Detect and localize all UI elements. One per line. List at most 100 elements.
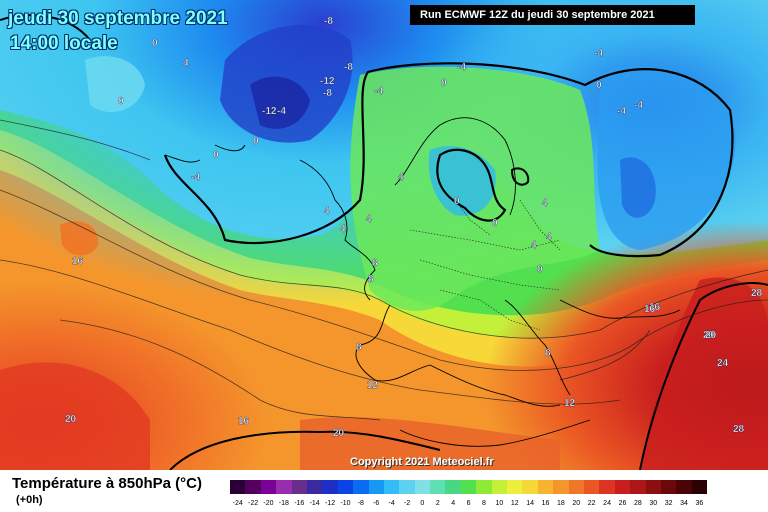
scale-tick: -24 [232, 500, 243, 507]
isotherm-label: 16 [238, 416, 250, 427]
scale-swatch [460, 480, 477, 494]
scale-swatch [445, 480, 461, 494]
isotherm-label: 8 [368, 274, 374, 285]
scale-swatch [553, 480, 569, 494]
isotherm-label: 4 [531, 240, 537, 251]
isotherm-label: -4 [277, 106, 286, 117]
isotherm-label: 0 [213, 150, 219, 161]
isotherm-label: 0 [152, 38, 158, 49]
scale-tick: 30 [649, 500, 658, 507]
isotherm-label: 8 [356, 342, 362, 353]
isotherm-label: 20 [705, 330, 717, 341]
isotherm-label: 4 [398, 172, 404, 183]
isotherm-label: -4 [374, 86, 383, 97]
scale-tick: 12 [510, 500, 519, 507]
scale-swatch [630, 480, 646, 494]
forecast-time: 14:00 locale [10, 33, 118, 54]
isotherm-label: -4 [191, 172, 200, 183]
isotherm-label: 12 [367, 380, 379, 391]
copyright: Copyright 2021 Meteociel.fr [350, 456, 494, 468]
isotherm-label: -12 [262, 106, 277, 117]
scale-swatch [537, 480, 554, 494]
scale-swatch [507, 480, 523, 494]
scale-swatch [260, 480, 277, 494]
isotherm-label: 24 [717, 358, 729, 369]
scale-tick: -12 [324, 500, 336, 507]
scale-tick: 18 [557, 500, 565, 507]
scale-tick: 4 [451, 500, 456, 507]
isotherm-label: 4 [324, 206, 330, 217]
forecast-date: jeudi 30 septembre 2021 [8, 8, 228, 29]
isotherm-label: -4 [594, 48, 603, 59]
scale-tick: 20 [572, 500, 581, 507]
scale-tick: -14 [309, 500, 320, 507]
isotherm-label: 20 [703, 330, 715, 341]
isotherm-label: 4 [546, 232, 552, 243]
scale-tick: 34 [680, 500, 688, 507]
scale-swatch [660, 480, 677, 494]
scale-swatch [522, 480, 538, 494]
scale-swatch [430, 480, 446, 494]
scale-tick: 16 [541, 500, 550, 507]
scale-tick: 26 [618, 500, 627, 507]
scale-swatch [276, 480, 292, 494]
isotherm-label: 8 [372, 258, 378, 269]
scale-tick: -2 [403, 500, 411, 507]
isotherm-label: 0 [492, 218, 498, 229]
legend-subtitle: (+0h) [16, 494, 43, 506]
scale-swatch [568, 480, 584, 494]
scale-swatch [676, 480, 692, 494]
scale-tick: 0 [420, 500, 425, 507]
scale-tick: 28 [633, 500, 642, 507]
isotherm-label: 20 [333, 428, 345, 439]
legend-title: Température à 850hPa (°C) [12, 475, 202, 492]
scale-tick: 2 [435, 500, 440, 507]
scale-tick: -10 [340, 500, 351, 507]
scale-tick: -16 [294, 500, 305, 507]
scale-tick: 32 [664, 500, 673, 507]
isotherm-label: 20 [65, 414, 77, 425]
scale-tick: 8 [481, 500, 486, 507]
isotherm-label: 8 [545, 348, 551, 359]
color-scale-ticks: -24 -22 -20 -18 -16 -14 -12 -10 -8 -6 -4 -2 0 2 4 6 8 10 1… [230, 500, 707, 510]
scale-tick: -6 [373, 500, 380, 507]
isotherm-label: -12 [320, 76, 335, 87]
run-info: Run ECMWF 12Z du jeudi 30 septembre 2021 [410, 5, 695, 25]
scale-swatch [491, 480, 508, 494]
isotherm-label: 4 [542, 198, 548, 209]
scale-tick: -8 [357, 500, 364, 507]
scale-tick: 36 [695, 500, 704, 507]
isotherm-label: 4 [340, 224, 346, 235]
scale-swatch [583, 480, 600, 494]
isotherm-label: -8 [323, 88, 332, 99]
scale-swatch [230, 480, 246, 494]
scale-swatch [399, 480, 415, 494]
scale-swatch [353, 480, 369, 494]
isotherm-label: 0 [253, 136, 259, 147]
isotherm-label: 16 [649, 302, 661, 313]
color-scale [230, 480, 708, 494]
scale-swatch [614, 480, 631, 494]
isotherm-label: -8 [324, 16, 333, 27]
isotherm-label: 0 [441, 78, 447, 89]
scale-tick: -22 [248, 500, 259, 507]
scale-swatch [306, 480, 323, 494]
scale-swatch [337, 480, 354, 494]
scale-swatch [691, 480, 708, 494]
scale-swatch [322, 480, 338, 494]
isotherm-label: 4 [183, 58, 189, 69]
isotherm-label: 28 [751, 288, 763, 299]
isotherm-label: 0 [537, 264, 543, 275]
scale-tick: 14 [526, 500, 535, 507]
isotherm-label: 0 [596, 80, 602, 91]
isotherm-label: 0 [454, 196, 460, 207]
scale-tick: 6 [466, 500, 471, 507]
temperature-map: -804 -8-12-80-12 -40-40-4-4-40-4-404444004… [0, 0, 768, 470]
isotherm-label: -4 [634, 100, 643, 111]
scale-swatch [383, 480, 400, 494]
scale-swatch [645, 480, 661, 494]
isotherm-label: 16 [644, 304, 656, 315]
scale-swatch [414, 480, 431, 494]
scale-tick: 10 [495, 500, 504, 507]
scale-swatch [291, 480, 307, 494]
